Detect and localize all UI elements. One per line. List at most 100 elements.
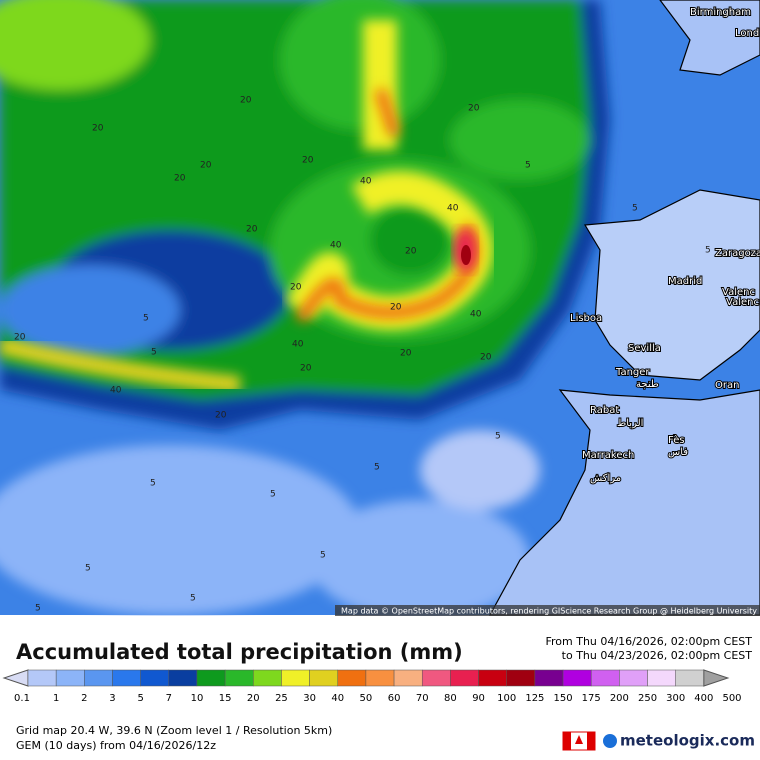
- city-label: فاس: [668, 447, 688, 458]
- legend-swatch: [281, 669, 310, 687]
- legend-label: 90: [472, 693, 485, 704]
- contour-label: 20: [174, 174, 186, 184]
- city-label: Madrid: [668, 276, 702, 287]
- legend-swatch: [619, 669, 648, 687]
- city-label: Sevilla: [628, 343, 661, 354]
- logo: [603, 734, 617, 748]
- legend-label: 60: [388, 693, 401, 704]
- city-label: Zaragoza: [715, 248, 760, 259]
- legend-swatch: [84, 669, 113, 687]
- legend-label: 1: [53, 693, 59, 704]
- legend-swatch: [112, 669, 141, 687]
- city-label: Rabat: [590, 405, 619, 416]
- legend-swatch: [224, 669, 254, 687]
- legend-label: 200: [610, 693, 629, 704]
- city-label: Lisboa: [570, 313, 602, 324]
- city-label: الرباط: [617, 418, 643, 429]
- legend-swatch: [309, 669, 339, 687]
- contour-label: 5: [190, 594, 196, 604]
- legend-swatch: [393, 669, 423, 687]
- contour-label: 20: [405, 247, 417, 257]
- legend-label: 7: [166, 693, 172, 704]
- legend-label: 30: [303, 693, 316, 704]
- legend-swatch: [534, 669, 564, 687]
- legend-arrow-right: [703, 669, 730, 687]
- legend-label: 5: [137, 693, 143, 704]
- contour-label: 20: [246, 225, 258, 235]
- brand: meteologix.com: [620, 732, 755, 750]
- legend-label: 100: [497, 693, 516, 704]
- legend-label: 40: [331, 693, 344, 704]
- contour-label: 20: [300, 364, 312, 374]
- legend-swatch: [562, 669, 592, 687]
- model-info: GEM (10 days) from 04/16/2026/12z: [16, 739, 216, 752]
- contour-label: 5: [151, 348, 157, 358]
- legend-label: 0.1: [14, 693, 30, 704]
- contour-label: 20: [240, 96, 252, 106]
- contour-label: 20: [468, 104, 480, 114]
- contour-label: 40: [292, 340, 304, 350]
- legend-swatch: [506, 669, 536, 687]
- contour-label: 40: [470, 310, 482, 320]
- contour-label: 5: [35, 604, 41, 614]
- legend-swatch: [478, 669, 507, 687]
- contour-label: 20: [480, 353, 492, 363]
- legend-label: 300: [666, 693, 685, 704]
- legend-label: 50: [360, 693, 373, 704]
- legend-swatch: [55, 669, 85, 687]
- legend-swatch: [196, 669, 226, 687]
- attribution: Map data © OpenStreetMap contributors, r…: [341, 607, 757, 616]
- date-from: From Thu 04/16/2026, 02:00pm CEST: [545, 635, 752, 648]
- contour-label: 5: [374, 463, 380, 473]
- contour-label: 20: [14, 333, 26, 343]
- legend-label: 125: [525, 693, 544, 704]
- city-label: Lond: [735, 28, 759, 39]
- legend-label: 70: [416, 693, 429, 704]
- legend-label: 500: [722, 693, 741, 704]
- contour-label: 5: [495, 432, 501, 442]
- legend-label: 20: [247, 693, 260, 704]
- city-label: مراكش: [590, 473, 621, 484]
- city-label: Tanger: [615, 367, 650, 378]
- contour-label: 5: [525, 161, 531, 171]
- contour-label: 40: [360, 177, 372, 187]
- legend-label: 150: [553, 693, 572, 704]
- legend-label: 250: [638, 693, 657, 704]
- legend-swatch: [253, 669, 282, 687]
- contour-label: 20: [200, 161, 212, 171]
- city-label: طنجة: [636, 379, 659, 390]
- city-label: Valenc: [726, 297, 759, 308]
- legend-label: 10: [191, 693, 204, 704]
- legend-label: 80: [444, 693, 457, 704]
- date-to: to Thu 04/23/2026, 02:00pm CEST: [562, 649, 753, 662]
- legend-swatch: [337, 669, 367, 687]
- legend-label: 15: [219, 693, 232, 704]
- city-label: Birmingham: [690, 7, 751, 18]
- contour-label: 5: [143, 314, 149, 324]
- legend-label: 3: [109, 693, 115, 704]
- city-label: Marrakech: [582, 450, 634, 461]
- city-label: Oran: [715, 380, 739, 391]
- legend-swatch: [365, 669, 395, 687]
- contour-label: 20: [390, 303, 402, 313]
- contour-label: 5: [85, 564, 91, 574]
- contour-label: 40: [330, 241, 342, 251]
- legend-label: 400: [694, 693, 713, 704]
- legend-swatch: [27, 669, 57, 687]
- contour-label: 20: [215, 411, 227, 421]
- legend-label: 25: [275, 693, 288, 704]
- legend-swatch: [647, 669, 676, 687]
- contour-label: 20: [290, 283, 302, 293]
- legend-label: 175: [582, 693, 601, 704]
- contour-label: 5: [270, 490, 276, 500]
- legend-swatch: [450, 669, 479, 687]
- legend-swatch: [590, 669, 620, 687]
- contour-label: 20: [92, 124, 104, 134]
- legend-swatch: [675, 669, 705, 687]
- contour-label: 20: [302, 156, 314, 166]
- contour-label: 5: [705, 246, 711, 256]
- contour-label: 5: [150, 479, 156, 489]
- map: Map data © OpenStreetMap contributors, r…: [0, 0, 760, 620]
- legend-swatch: [421, 669, 451, 687]
